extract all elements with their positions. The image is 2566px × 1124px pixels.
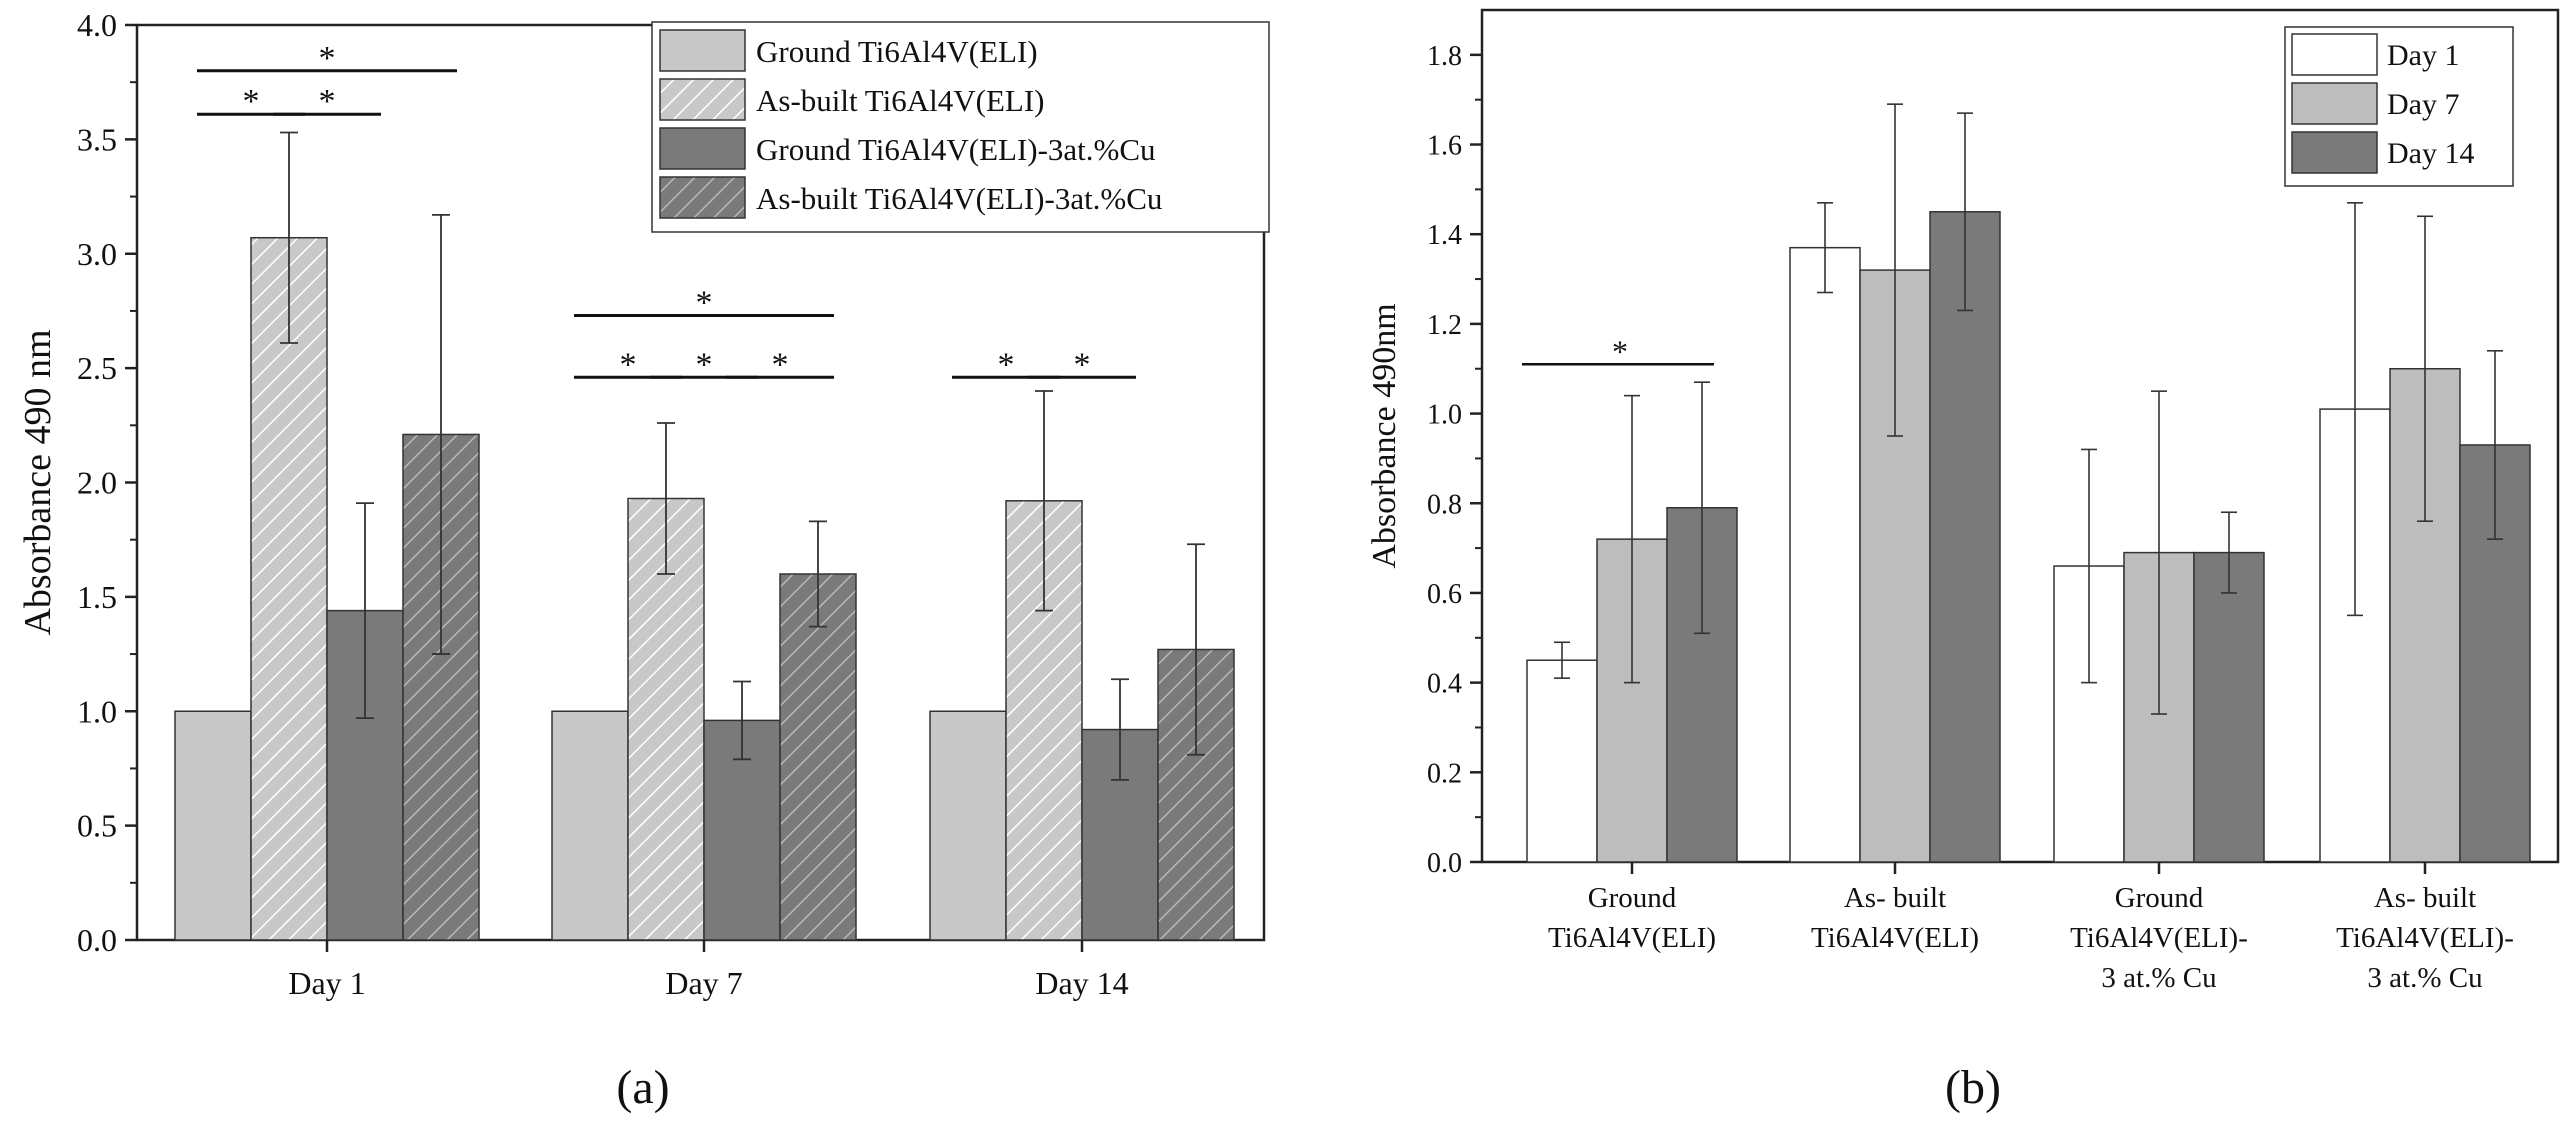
y-tick-label: 1.2 — [1427, 310, 1462, 341]
y-tick-label: 3.0 — [77, 236, 117, 272]
bar — [1789, 246, 1861, 863]
legend-label: As-built Ti6Al4V(ELI)-3at.%Cu — [756, 181, 1162, 216]
significance-star: * — [243, 83, 260, 120]
legend-swatch — [659, 176, 746, 219]
x-tick-label: As- built — [1844, 882, 1946, 914]
legend-label: Ground Ti6Al4V(ELI)-3at.%Cu — [756, 132, 1156, 167]
y-axis-label: Absorbance 490nm — [1366, 303, 1403, 568]
y-tick-label: 0.8 — [1427, 489, 1462, 520]
x-tick-label: 3 at.% Cu — [2367, 962, 2482, 994]
x-tick-label: Ground — [2115, 882, 2204, 914]
bar — [250, 236, 328, 941]
x-tick-label: Ti6Al4V(ELI)- — [2070, 922, 2248, 954]
bar — [779, 573, 857, 941]
panel-label-b: (b) — [1945, 1061, 2001, 1114]
chart-panel-a: 0.0 0.5 1.0 1.5 2.0 2.5 3.0 3.5 4.0 Absorbance 49… — [17, 7, 1270, 1001]
x-tick-label: Day 7 — [665, 965, 742, 1001]
significance-star: * — [1612, 333, 1628, 369]
legend-label: As-built Ti6Al4V(ELI) — [756, 83, 1045, 118]
x-tick-label: Ti6Al4V(ELI) — [1548, 922, 1716, 954]
legend-label: Day 7 — [2387, 88, 2459, 121]
y-tick-label: 0.4 — [1427, 669, 1462, 700]
bar — [551, 710, 629, 941]
legend-label: Day 14 — [2387, 137, 2474, 170]
y-tick-label: 0.5 — [77, 808, 117, 844]
y-tick-label: 1.0 — [77, 693, 117, 729]
significance-star: * — [998, 346, 1015, 383]
significance-star: * — [1074, 346, 1091, 383]
significance-star: * — [319, 83, 336, 120]
bar — [174, 710, 252, 941]
y-tick-label: 1.8 — [1427, 41, 1462, 72]
y-tick-label: 2.5 — [77, 350, 117, 386]
chart-panel-b: 0.0 0.2 0.4 0.6 0.8 1.0 1.2 1.4 1.6 1.8 Absorbance… — [1366, 8, 2560, 994]
legend-label: Day 1 — [2387, 39, 2459, 72]
legend-swatch — [659, 29, 746, 72]
legend — [651, 21, 1270, 233]
bar — [1526, 659, 1598, 863]
significance-star: * — [319, 40, 336, 77]
legend-swatch — [659, 78, 746, 121]
x-tick-label: Ti6Al4V(ELI) — [1811, 922, 1979, 954]
significance-star: * — [696, 285, 713, 322]
x-tick-label: Ground — [1588, 882, 1677, 914]
y-tick-label: 2.0 — [77, 465, 117, 501]
y-tick-label: 3.5 — [77, 121, 117, 157]
plot-frame — [1480, 8, 2560, 864]
legend-swatch — [659, 127, 746, 170]
y-tick-label: 0.0 — [1427, 848, 1462, 879]
y-tick-label: 4.0 — [77, 7, 117, 43]
y-tick-label: 1.6 — [1427, 131, 1462, 162]
bar — [929, 710, 1007, 941]
y-tick-label: 1.4 — [1427, 220, 1462, 251]
bar — [2193, 551, 2265, 863]
legend-swatch — [2291, 82, 2378, 125]
y-tick-label: 0.6 — [1427, 579, 1462, 610]
y-tick-label: 1.5 — [77, 579, 117, 615]
legend-swatch — [2291, 33, 2378, 76]
y-tick-label: 1.0 — [1427, 400, 1462, 431]
x-tick-label: Day 1 — [288, 965, 365, 1001]
y-axis-label: Absorbance 490 nm — [17, 329, 59, 635]
x-tick-label: 3 at.% Cu — [2101, 962, 2216, 994]
x-tick-label: Ti6Al4V(ELI)- — [2336, 922, 2514, 954]
panel-label-a: (a) — [616, 1061, 669, 1114]
y-tick-label: 0.0 — [77, 922, 117, 958]
bar — [1005, 500, 1083, 941]
y-tick-label: 0.2 — [1427, 758, 1462, 789]
legend-swatch — [2291, 131, 2378, 174]
significance-star: * — [772, 346, 789, 383]
x-tick-label: As- built — [2374, 882, 2476, 914]
x-tick-label: Day 14 — [1035, 965, 1128, 1001]
significance-star: * — [620, 346, 637, 383]
significance-star: * — [696, 346, 713, 383]
legend-label: Ground Ti6Al4V(ELI) — [756, 34, 1038, 69]
